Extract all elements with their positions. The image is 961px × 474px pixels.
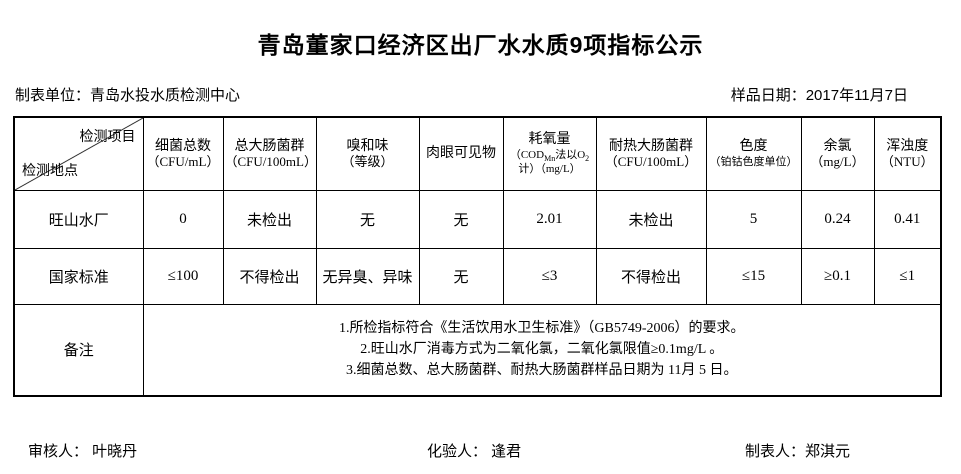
- standard-turbidity: ≤1: [873, 247, 942, 305]
- table-row-wangshan-plant: 旺山水厂 0 未检出 无 无 2.01 未检出 5 0.24 0.41: [13, 189, 942, 249]
- value-turbidity: 0.41: [873, 189, 942, 249]
- preparer-signature: 制表人：郑淇元: [745, 443, 851, 460]
- remarks-label: 备注: [13, 303, 144, 397]
- col-header-turbidity: 浑浊度 （NTU）: [873, 116, 942, 191]
- col-header-residual-chlorine: 余氯 （mg/L）: [800, 116, 875, 191]
- table-row-national-standard: 国家标准 ≤100 不得检出 无异臭、异味 无 ≤3 不得检出 ≤15 ≥0.1…: [13, 247, 942, 305]
- col-header-visible-matter: 肉眼可见物: [418, 116, 504, 191]
- table-row-remarks: 备注 1.所检指标符合《生活饮用水卫生标准》（GB5749-2006）的要求。 …: [13, 303, 942, 397]
- standard-oxygen-consumption: ≤3: [502, 247, 597, 305]
- standard-total-coliform: 不得检出: [222, 247, 317, 305]
- col-header-oxygen-consumption: 耗氧量 （CODMn法以O2计）（mg/L）: [502, 116, 597, 191]
- standard-residual-chlorine: ≥0.1: [800, 247, 875, 305]
- table-header-row: 检测项目 检测地点 细菌总数 （CFU/mL） 总大肠菌群 （CFU/100mL…: [13, 116, 942, 191]
- value-residual-chlorine: 0.24: [800, 189, 875, 249]
- water-quality-table: 检测项目 检测地点 细菌总数 （CFU/mL） 总大肠菌群 （CFU/100mL…: [13, 116, 942, 397]
- tester-signature: 化验人： 逢君: [427, 443, 522, 460]
- remark-line-3: 3.细菌总数、总大肠菌群、耐热大肠菌群样品日期为 11月 5 日。: [346, 363, 738, 379]
- remarks-content: 1.所检指标符合《生活饮用水卫生标准》（GB5749-2006）的要求。 2.旺…: [142, 303, 942, 397]
- standard-visible-matter: 无: [418, 247, 504, 305]
- corner-label-items: 检测项目: [79, 130, 136, 145]
- standard-chromaticity: ≤15: [705, 247, 802, 305]
- value-visible-matter: 无: [418, 189, 504, 249]
- report-maker-unit: 制表单位：青岛水投水质检测中心: [15, 87, 241, 104]
- corner-header-cell: 检测项目 检测地点: [13, 116, 144, 191]
- standard-heat-resistant-coliform: 不得检出: [595, 247, 707, 305]
- standard-odor-taste: 无异臭、异味: [315, 247, 420, 305]
- page-title: 青岛董家口经济区出厂水水质9项指标公示: [257, 32, 704, 58]
- col-header-total-coliform: 总大肠菌群 （CFU/100mL）: [222, 116, 317, 191]
- remark-line-1: 1.所检指标符合《生活饮用水卫生标准》（GB5749-2006）的要求。: [338, 321, 745, 337]
- col-header-chromaticity: 色度 （铂钴色度单位）: [705, 116, 802, 191]
- site-name: 国家标准: [13, 247, 144, 305]
- value-bacteria-count: 0: [142, 189, 224, 249]
- value-heat-resistant-coliform: 未检出: [595, 189, 707, 249]
- site-name: 旺山水厂: [13, 189, 144, 249]
- col-header-bacteria-count: 细菌总数 （CFU/mL）: [142, 116, 224, 191]
- corner-label-sites: 检测地点: [22, 163, 78, 179]
- oxygen-unit-formula: （CODMn法以O2计）（mg/L）: [509, 148, 590, 176]
- sample-date: 样品日期：2017年11月7日: [730, 87, 908, 104]
- value-oxygen-consumption: 2.01: [502, 189, 597, 249]
- value-chromaticity: 5: [705, 189, 802, 249]
- value-total-coliform: 未检出: [222, 189, 317, 249]
- standard-bacteria-count: ≤100: [142, 247, 224, 305]
- col-header-odor-taste: 嗅和味 （等级）: [315, 116, 420, 191]
- value-odor-taste: 无: [315, 189, 420, 249]
- reviewer-signature: 审核人： 叶晓丹: [28, 443, 138, 460]
- col-header-heat-resistant-coliform: 耐热大肠菌群 （CFU/100mL）: [595, 116, 707, 191]
- remark-line-2: 2.旺山水厂消毒方式为二氧化氯，二氧化氯限值≥0.1mg/L 。: [360, 342, 724, 358]
